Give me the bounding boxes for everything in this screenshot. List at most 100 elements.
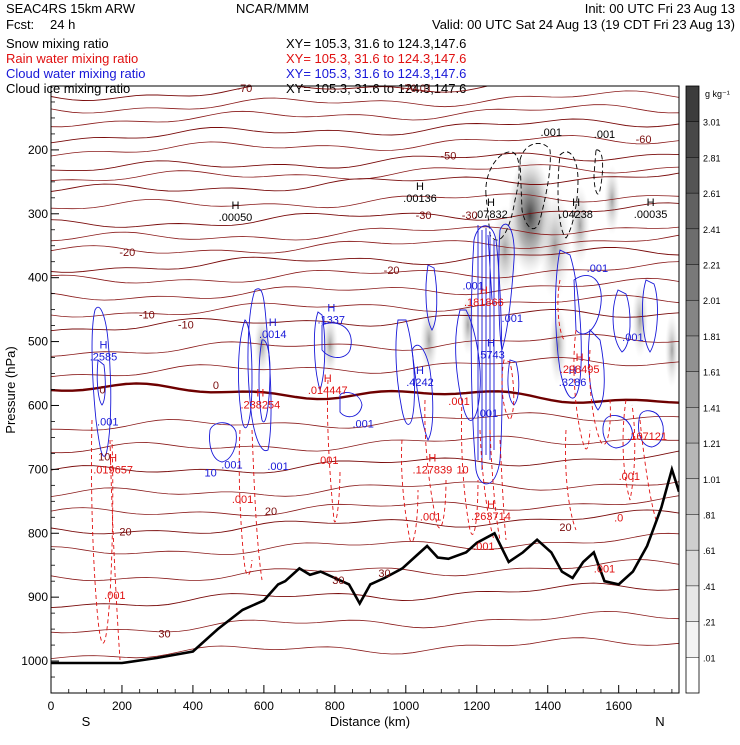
max-marker-symbol: H [324,373,332,385]
colorbar-label: 1.41 [703,403,721,413]
isotherm-label: 20 [119,526,131,538]
snow-shading [254,155,679,388]
max-marker-value: .1337 [318,314,346,326]
colorbar-swatch [686,478,699,515]
max-marker-value: .04238 [559,209,593,221]
isotherm-0 [51,382,679,404]
y-tick-label: 400 [28,271,48,285]
fcst-value: 24 h [50,17,75,32]
max-marker-value: .019657 [93,464,133,476]
isotherm-line [51,559,679,582]
contour-value-label: .001 [619,471,640,483]
contour-value-label: 10 [205,468,217,480]
fcst-label: Fcst: [6,17,34,32]
contour-value-label: .001 [541,127,562,139]
colorbar-label: .01 [703,653,716,663]
isotherm-line [51,90,679,114]
colorbar-swatch [686,621,699,658]
max-marker-symbol: H [647,197,655,209]
isotherm-label: -50 [440,151,456,163]
max-marker: H.014447 [308,373,348,397]
org-title: NCAR/MMM [236,1,309,16]
max-marker-symbol: H [416,365,424,377]
isotherm-line [51,234,679,254]
isotherm-line [51,637,679,659]
model-title: SEAC4RS 15km ARW [6,1,136,16]
isotherm-label: 30 [332,575,344,587]
colorbar-swatch [686,193,699,230]
max-marker: H.238254 [240,387,280,411]
max-marker-value: .127839 [413,464,453,476]
max-marker-value: .181866 [464,297,504,309]
colorbar-unit: g kg⁻¹ [705,89,730,99]
isotherm-label: 20 [265,506,277,518]
x-tick-label: 200 [112,699,132,713]
max-marker: H.5743 [477,337,505,361]
colorbar-label: 3.01 [703,118,721,128]
isotherm-label: -70.01 [401,83,432,95]
contour-value-label: .001 [104,590,125,602]
legend-entry-xy: XY= 105.3, 31.6 to 124.3,147.6 [286,51,466,66]
isotherm-label: 30 [378,568,390,580]
terrain-surface [51,464,679,665]
isotherm-label: -70 [236,83,252,95]
max-marker-symbol: H [100,339,108,351]
max-marker-symbol: H [416,181,424,193]
plot-frame [50,85,680,694]
max-marker-symbol: H [109,452,117,464]
isotherm-line [51,435,679,454]
isotherm-m60 [51,118,679,144]
contour-value-label: .001 [420,512,441,524]
contour-value-label: .001 [97,416,118,428]
isotherm-m30 [51,202,679,228]
max-marker-value: .238254 [240,399,280,411]
max-marker-symbol: H [428,452,436,464]
colorbar-swatch [686,407,699,444]
max-marker-symbol: H [572,197,580,209]
x-tick-label: 0 [48,699,55,713]
max-marker-value: .014447 [308,385,348,397]
colorbar-label: 1.81 [703,332,721,342]
y-tick-label: 200 [28,143,48,157]
colorbar-swatch [686,264,699,301]
isotherm-line [51,333,679,357]
max-marker: H.2585 [90,339,118,363]
colorbar-swatch [686,657,699,694]
x-tick-label: 1000 [392,699,419,713]
isotherm-m20 [51,246,679,273]
max-marker: H.1337 [318,302,346,326]
legend-entry-xy: XY= 105.3, 31.6 to 124.3,147.6 [286,36,466,51]
max-marker-value: .167121 [627,431,667,443]
colorbar-frame [685,85,700,694]
colorbar-swatch [686,585,699,623]
x-tick-label: 400 [183,699,203,713]
isotherm-m50 [51,152,679,172]
isotherm-line [51,261,679,284]
isotherm-label: 30 [158,629,170,641]
legend-entry-name: Cloud water mixing ratio [6,66,145,81]
contour-value-label: .001 [587,263,608,275]
isotherm-10 [51,450,679,474]
y-axis-label: Pressure (hPa) [3,346,18,433]
max-marker-symbol: H [487,337,495,349]
isotherm-line [51,495,679,517]
x-axis: 0 200 400 600 800 1000 1200 1400 1600 [48,685,673,713]
max-marker-value: .263714 [471,511,511,523]
max-marker-value: .00050 [219,212,253,224]
max-marker-symbol: H [269,317,277,329]
max-marker-value: .0014 [259,329,287,341]
isotherm-label: -60 [636,134,652,146]
y-tick-label: 800 [28,526,48,540]
contour-value-label: .001 [473,541,494,553]
isotherm-label: -30 [462,210,478,222]
colorbar-label: .61 [703,546,716,556]
x-tick-label: 1400 [534,699,561,713]
y-axis: 1000 900 800 700 600 500 400 300 200 [21,101,59,694]
isotherm-line [51,226,679,242]
contour-value-label: .001 [232,494,253,506]
colorbar-label: 1.61 [703,368,721,378]
max-marker-symbol: H [487,499,495,511]
legend: Snow mixing ratio XY= 105.3, 31.6 to 124.… [6,36,466,96]
